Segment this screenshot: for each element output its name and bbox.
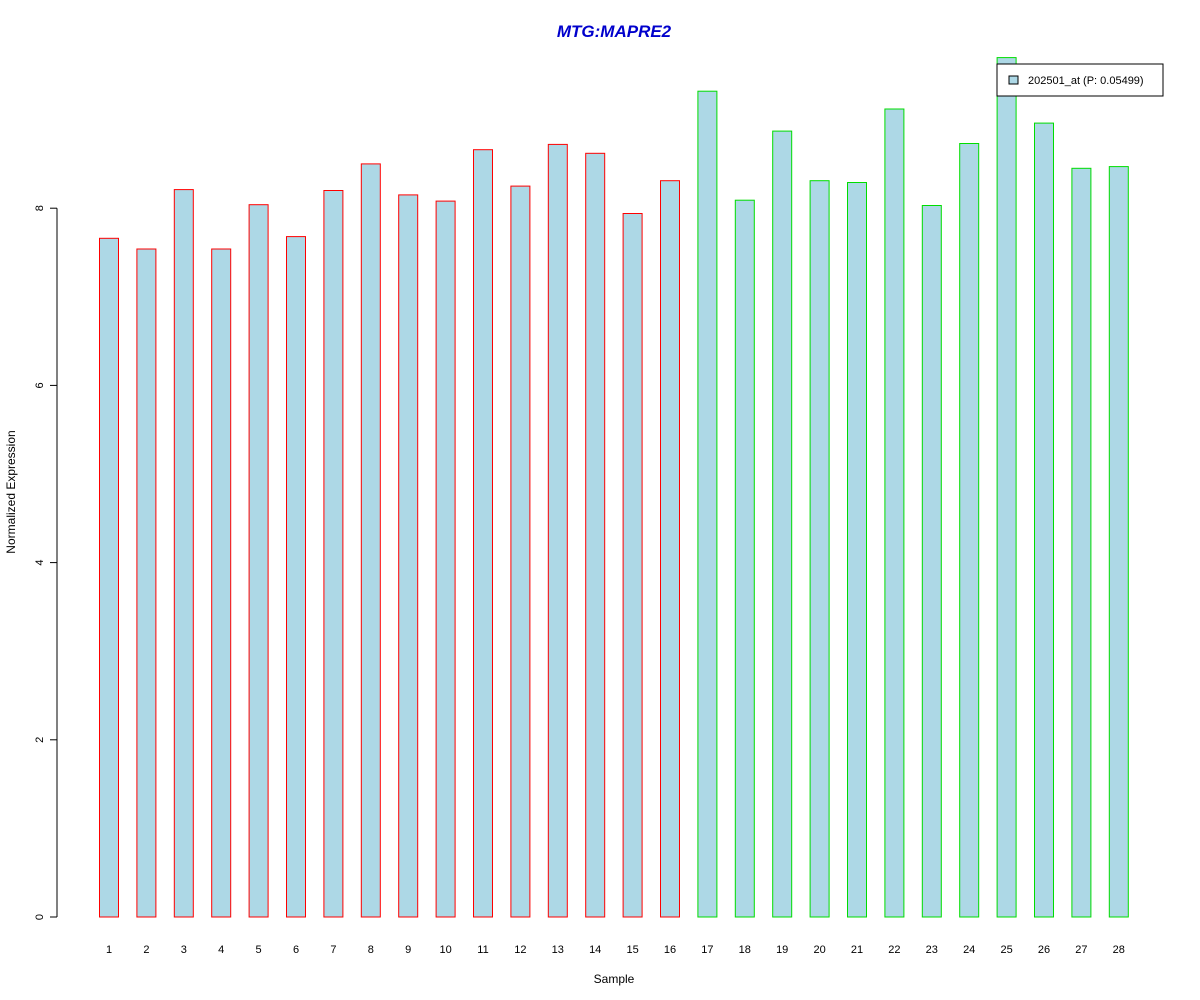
x-tick-label: 11 [477, 944, 488, 956]
x-tick-label: 8 [368, 944, 374, 956]
x-tick-label: 21 [851, 944, 863, 956]
y-axis-label: Normalized Expression [4, 430, 18, 553]
bar-sample-18 [734, 199, 755, 918]
x-tick-label: 26 [1038, 944, 1050, 956]
y-tick-label: 2 [34, 737, 46, 743]
x-tick-label: 1 [106, 944, 112, 956]
legend-box [996, 63, 1164, 97]
x-tick-label: 17 [701, 944, 713, 956]
x-tick-label: 28 [1113, 944, 1125, 956]
bar-sample-11 [473, 149, 493, 918]
bar-sample-12 [510, 185, 531, 918]
x-tick-label: 12 [514, 944, 526, 956]
y-tick-label: 8 [34, 205, 46, 211]
y-tick-label: 0 [34, 914, 46, 920]
bar-sample-13 [547, 143, 568, 918]
x-tick-label: 15 [626, 944, 638, 956]
bar-sample-28 [1108, 166, 1129, 918]
x-tick-label: 3 [181, 944, 187, 956]
x-tick-label: 18 [739, 944, 751, 956]
legend: 202501_at (P: 0.05499) [996, 63, 1164, 97]
bar-sample-6 [286, 236, 306, 918]
bar-sample-15 [622, 213, 643, 918]
x-tick-label: 2 [143, 944, 149, 956]
bar-sample-1 [99, 237, 119, 918]
bar-sample-26 [1034, 122, 1054, 918]
bar-sample-5 [248, 204, 269, 918]
bar-sample-23 [921, 205, 942, 918]
legend-label: 202501_at (P: 0.05499) [1028, 75, 1144, 87]
x-tick-label: 9 [405, 944, 411, 956]
x-tick-label: 14 [589, 944, 601, 956]
bar-sample-17 [697, 90, 718, 918]
x-tick-label: 25 [1000, 944, 1012, 956]
bar-sample-14 [585, 152, 606, 918]
bar-sample-2 [136, 248, 157, 918]
x-tick-label: 13 [552, 944, 564, 956]
bar-sample-7 [323, 190, 344, 918]
bar-sample-22 [884, 108, 905, 918]
x-tick-label: 5 [256, 944, 262, 956]
x-tick-label: 24 [963, 944, 975, 956]
x-tick-label: 27 [1075, 944, 1087, 956]
bar-sample-24 [959, 143, 980, 918]
bar-sample-3 [173, 189, 194, 918]
y-tick-label: 6 [34, 382, 46, 388]
bar-sample-21 [847, 182, 867, 918]
x-tick-label: 7 [330, 944, 336, 956]
x-axis-label: Sample [594, 972, 635, 986]
x-tick-label: 19 [776, 944, 788, 956]
y-axis: 0 2 4 6 8 [34, 205, 58, 920]
x-tick-label: 23 [926, 944, 938, 956]
y-tick-label: 4 [34, 560, 46, 566]
bar-sample-27 [1071, 167, 1092, 918]
x-tick-label: 10 [439, 944, 451, 956]
bar-sample-20 [809, 180, 830, 918]
legend-swatch [1008, 75, 1019, 85]
x-tick-label: 6 [293, 944, 299, 956]
bar-sample-8 [360, 163, 381, 918]
x-tick-label: 4 [218, 944, 224, 956]
bars [99, 57, 1129, 918]
x-tick-label: 16 [664, 944, 676, 956]
bar-sample-9 [398, 194, 419, 918]
bar-sample-25 [996, 57, 1017, 918]
x-tick-label: 22 [888, 944, 900, 956]
x-tick-labels: 1 2 3 4 5 6 7 8 9 10 11 12 13 14 15 16 17 18 19 20 21 22 23 24 2… [106, 944, 1125, 956]
bar-sample-19 [772, 130, 793, 918]
bar-sample-16 [660, 180, 680, 918]
chart-title: MTG:MAPRE2 [557, 22, 672, 41]
x-tick-label: 20 [813, 944, 825, 956]
bar-sample-4 [211, 248, 232, 918]
bar-sample-10 [435, 200, 456, 918]
